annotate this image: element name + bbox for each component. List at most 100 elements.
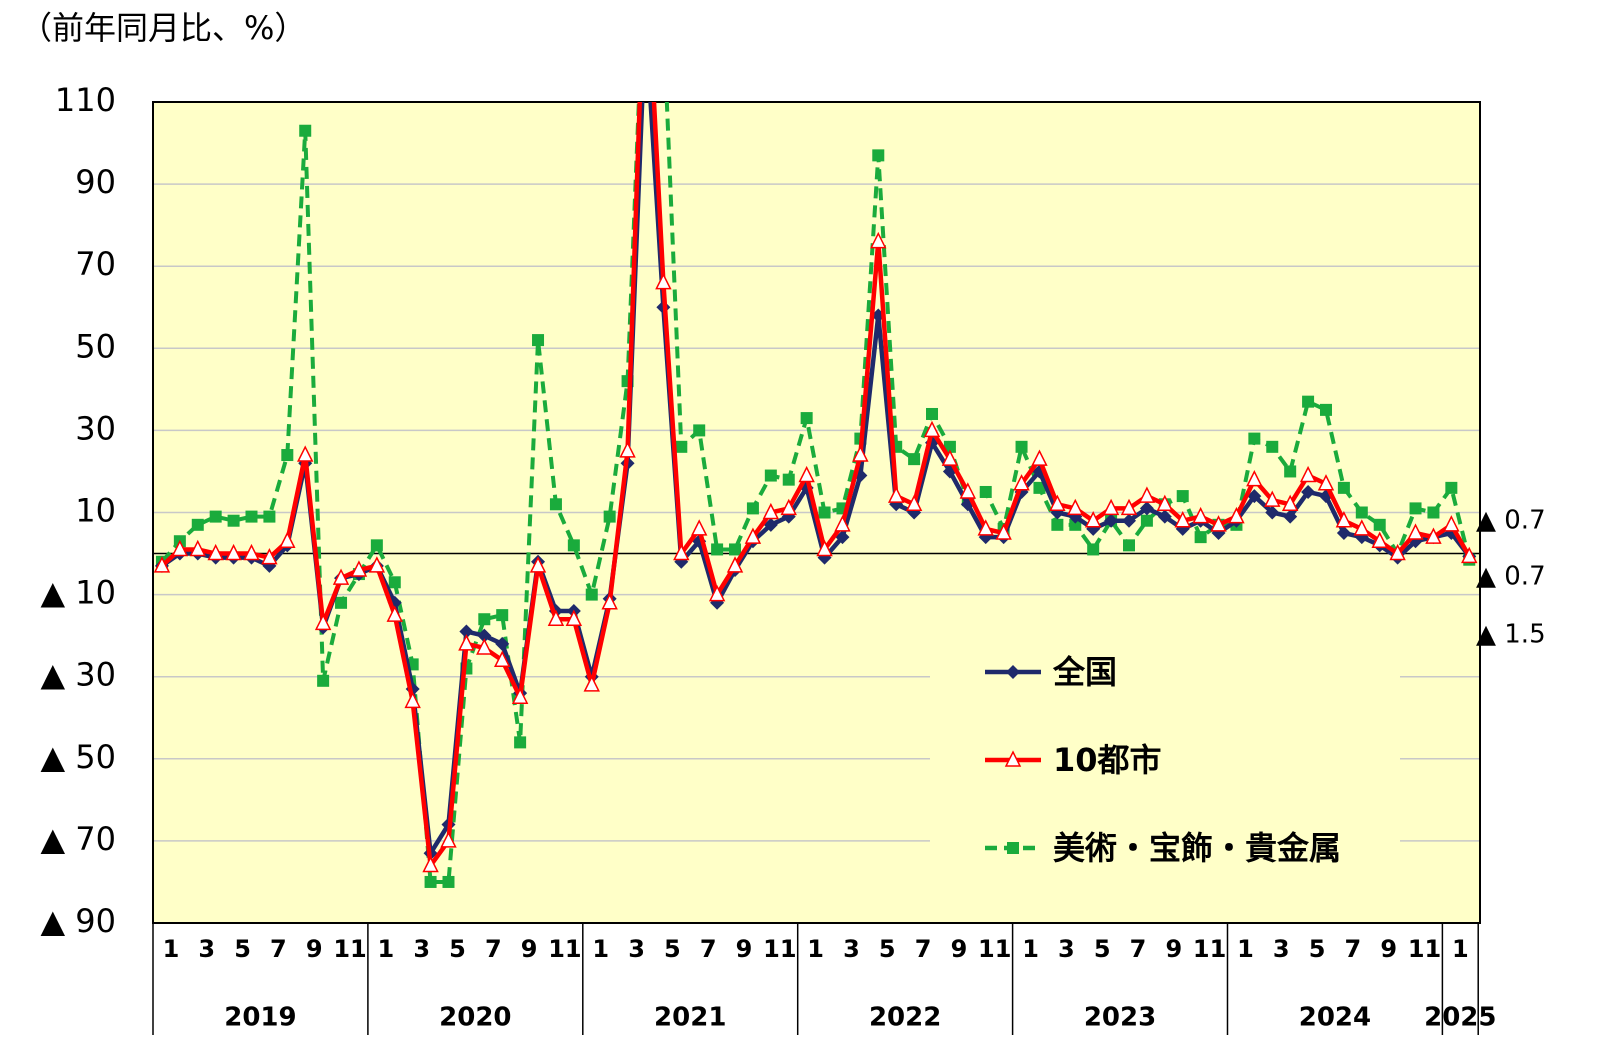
marker bbox=[532, 334, 545, 347]
marker bbox=[478, 613, 491, 626]
series-line bbox=[160, 102, 1472, 884]
marker bbox=[835, 530, 850, 545]
marker bbox=[1102, 498, 1120, 516]
marker bbox=[368, 556, 386, 573]
x-tick-label: 3 bbox=[1273, 935, 1290, 963]
marker bbox=[1084, 511, 1102, 528]
marker bbox=[923, 420, 941, 438]
marker bbox=[1445, 481, 1458, 494]
marker bbox=[782, 473, 795, 486]
x-group-label: 2024 bbox=[1299, 1003, 1371, 1033]
x-tick-label: 1 bbox=[807, 935, 824, 963]
x-tick-label: 9 bbox=[1380, 935, 1397, 963]
y-tick-label: 90 bbox=[75, 163, 116, 201]
marker bbox=[585, 588, 598, 601]
marker bbox=[567, 539, 580, 552]
x-tick-label: 11 bbox=[978, 935, 1011, 963]
marker bbox=[834, 515, 851, 532]
x-tick-label: 1 bbox=[1452, 935, 1469, 963]
marker bbox=[370, 539, 383, 552]
marker bbox=[1355, 506, 1368, 519]
marker bbox=[1248, 432, 1261, 445]
marker bbox=[1407, 523, 1424, 540]
marker bbox=[1302, 395, 1315, 408]
marker bbox=[1067, 498, 1084, 516]
marker bbox=[171, 539, 189, 557]
marker bbox=[1427, 506, 1440, 519]
end-annotation: ▲ 0.7 bbox=[1476, 562, 1546, 592]
x-group-label: 2019 bbox=[224, 1003, 296, 1033]
marker bbox=[1031, 449, 1048, 466]
x-tick-label: 5 bbox=[1309, 935, 1326, 963]
marker bbox=[1425, 527, 1442, 544]
marker bbox=[708, 584, 726, 602]
marker bbox=[458, 634, 475, 651]
x-tick-label: 11 bbox=[1408, 935, 1441, 963]
marker bbox=[153, 556, 171, 573]
x-group-label: 2022 bbox=[869, 1003, 941, 1033]
marker bbox=[746, 502, 759, 515]
marker bbox=[1157, 509, 1172, 524]
x-tick-label: 5 bbox=[664, 935, 681, 963]
marker bbox=[1283, 509, 1298, 524]
x-tick-label: 5 bbox=[234, 935, 251, 963]
marker bbox=[1461, 546, 1478, 564]
marker bbox=[281, 449, 294, 462]
marker bbox=[780, 498, 797, 516]
x-tick-label: 3 bbox=[843, 935, 860, 963]
marker bbox=[1051, 518, 1064, 531]
y-tick-label: ▲ 90 bbox=[41, 902, 117, 940]
marker bbox=[350, 560, 368, 577]
marker bbox=[422, 855, 439, 873]
x-tick-label: 5 bbox=[879, 935, 896, 963]
marker bbox=[511, 687, 529, 704]
marker bbox=[977, 519, 994, 536]
x-tick-label: 11 bbox=[548, 935, 581, 963]
x-tick-label: 9 bbox=[306, 935, 323, 963]
marker bbox=[744, 527, 762, 544]
marker bbox=[1210, 515, 1227, 532]
legend-label: 10都市 bbox=[1053, 741, 1162, 779]
marker bbox=[818, 506, 831, 519]
marker bbox=[1336, 526, 1351, 541]
marker bbox=[619, 441, 636, 458]
marker bbox=[1266, 440, 1279, 453]
marker bbox=[1140, 514, 1153, 527]
marker bbox=[495, 636, 510, 651]
marker bbox=[1317, 474, 1335, 491]
marker bbox=[603, 510, 616, 523]
x-tick-label: 11 bbox=[763, 935, 796, 963]
y-tick-label: ▲ 50 bbox=[41, 738, 117, 776]
x-tick-label: 3 bbox=[198, 935, 215, 963]
marker bbox=[1353, 519, 1371, 536]
marker bbox=[1409, 502, 1422, 515]
marker bbox=[493, 650, 511, 668]
marker bbox=[442, 875, 455, 888]
y-tick-label: 50 bbox=[75, 327, 116, 365]
x-tick-label: 1 bbox=[1237, 935, 1254, 963]
marker bbox=[1192, 506, 1209, 524]
marker bbox=[496, 609, 509, 622]
x-tick-label: 9 bbox=[951, 935, 968, 963]
marker bbox=[245, 510, 258, 523]
marker bbox=[872, 149, 885, 162]
marker bbox=[1264, 490, 1281, 507]
marker bbox=[1301, 484, 1316, 499]
marker bbox=[941, 449, 959, 466]
marker bbox=[263, 510, 276, 523]
marker bbox=[1246, 469, 1263, 487]
marker bbox=[297, 445, 314, 462]
marker bbox=[800, 412, 813, 425]
end-annotation: ▲ 1.5 bbox=[1476, 620, 1546, 650]
marker bbox=[1015, 440, 1028, 453]
x-tick-label: 1 bbox=[1022, 935, 1039, 963]
marker bbox=[926, 407, 939, 420]
marker bbox=[816, 539, 833, 557]
marker bbox=[335, 596, 348, 609]
marker bbox=[657, 14, 669, 26]
marker bbox=[1337, 481, 1350, 494]
marker bbox=[1176, 490, 1189, 503]
marker bbox=[693, 424, 706, 437]
y-tick-label: ▲ 30 bbox=[41, 656, 117, 694]
